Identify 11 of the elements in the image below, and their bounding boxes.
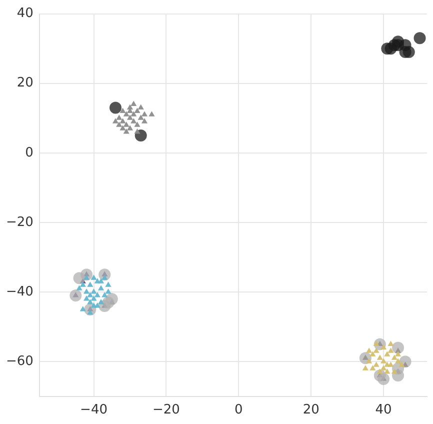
x-tick-label: −40 <box>80 402 108 418</box>
x-tick-label: 0 <box>234 402 243 418</box>
y-tick-label: −60 <box>6 354 34 369</box>
y-tick-label: 0 <box>25 145 34 160</box>
y-tick-label: 20 <box>16 76 34 91</box>
y-tick-label: −40 <box>6 284 34 300</box>
x-tick-label: 40 <box>375 402 392 418</box>
y-tick-label: −20 <box>6 214 34 230</box>
y-tick-label: 40 <box>16 6 34 22</box>
x-tick-label: −20 <box>152 402 180 418</box>
x-tick-label: 20 <box>302 402 320 418</box>
